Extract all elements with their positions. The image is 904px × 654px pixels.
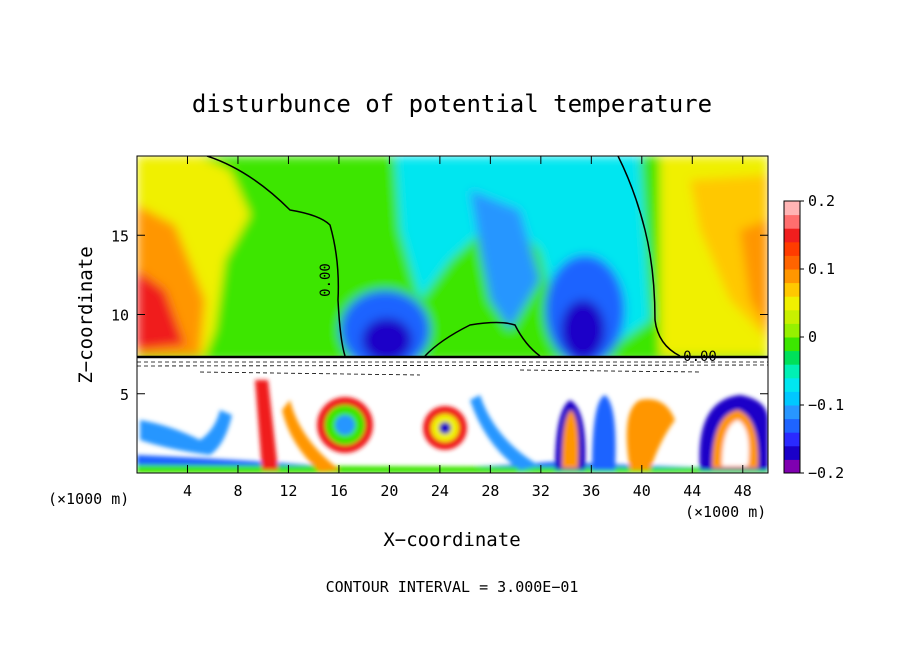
right-lobe-4-core <box>722 420 749 466</box>
colorbar-label: 0.2 <box>808 192 835 210</box>
colorbar-label: −0.2 <box>808 464 844 482</box>
y-tick-label: 5 <box>120 386 129 404</box>
colorbar-swatch <box>784 282 800 297</box>
right-lobe-2 <box>592 395 616 470</box>
colorbar-swatch <box>784 432 800 447</box>
colorbar-swatch <box>784 255 800 270</box>
colorbar-swatch <box>784 350 800 365</box>
right-lobe-3 <box>626 399 675 470</box>
y-axis: 5 10 15 <box>111 227 768 404</box>
streak-blue <box>470 395 540 470</box>
upper-field <box>137 156 768 370</box>
colorbar-swatch <box>784 459 800 474</box>
plot-area: 0.00 0.00 <box>137 156 768 473</box>
x-tick-label: 8 <box>233 482 242 500</box>
x-unit-left: (×1000 m) <box>48 490 129 508</box>
warm-anomaly-left-peak <box>137 270 185 350</box>
colorbar-swatch <box>784 309 800 324</box>
x-tick-label: 20 <box>380 482 398 500</box>
bottom-jet-core <box>137 465 768 473</box>
contour-label: 0.00 <box>683 349 717 365</box>
colorbar-swatch <box>784 296 800 311</box>
x-tick-label: 48 <box>734 482 752 500</box>
cold-dome-right-core <box>561 300 605 360</box>
right-lobe-1-in <box>562 410 579 468</box>
x-tick-label: 28 <box>481 482 499 500</box>
colorbar-swatch <box>784 391 800 406</box>
warm-region-right-peak <box>740 220 768 330</box>
x-tick-label: 44 <box>683 482 701 500</box>
x-tick-label: 24 <box>431 482 449 500</box>
zero-contour-center <box>424 321 541 357</box>
zero-contour-right <box>617 156 681 357</box>
contour-interval-footer: CONTOUR INTERVAL = 3.000E−01 <box>326 578 579 596</box>
x-axis: 4 8 12 16 20 24 28 32 36 40 44 48 <box>183 156 752 500</box>
x-tick-label: 16 <box>330 482 348 500</box>
y-axis-label: Z−coordinate <box>75 246 97 383</box>
colorbar-label: 0 <box>808 328 817 346</box>
colorbar-swatch <box>784 201 800 216</box>
colorbar-swatch <box>784 241 800 256</box>
contour-label: 0.00 <box>318 263 334 297</box>
colorbar: 0.2 0.1 0 −0.1 −0.2 <box>783 192 844 482</box>
y-tick-label: 15 <box>111 227 129 245</box>
x-axis-label: X−coordinate <box>383 529 520 551</box>
cold-dome-left-core <box>362 318 412 362</box>
colorbar-swatch <box>784 445 800 460</box>
colorbar-label: 0.1 <box>808 260 835 278</box>
vortex-left-core <box>335 415 355 435</box>
colorbar-swatch <box>784 269 800 284</box>
left-cold-streak <box>140 410 232 455</box>
x-unit-right: (×1000 m) <box>685 503 766 521</box>
interface-contours <box>137 361 768 376</box>
x-tick-label: 36 <box>582 482 600 500</box>
colorbar-swatch <box>784 418 800 433</box>
x-tick-label: 32 <box>532 482 550 500</box>
lower-field <box>137 358 768 473</box>
streak-red-1 <box>255 380 278 470</box>
warm-region-right-core <box>690 175 768 340</box>
y-tick-label: 10 <box>111 307 129 325</box>
zero-contour-left <box>206 156 346 357</box>
cold-plume-mid <box>470 190 540 330</box>
colorbar-swatch <box>784 364 800 379</box>
colorbar-swatch <box>784 405 800 420</box>
colorbar-label: −0.1 <box>808 396 844 414</box>
colorbar-swatch <box>784 214 800 229</box>
x-tick-label: 40 <box>633 482 651 500</box>
colorbar-swatch <box>784 323 800 338</box>
chart-title: disturbunce of potential temperature <box>192 90 712 118</box>
colorbar-swatch <box>784 228 800 243</box>
colorbar-swatch <box>784 377 800 392</box>
vortex-right-core <box>439 422 451 434</box>
colorbar-swatch <box>784 337 800 352</box>
x-tick-label: 4 <box>183 482 192 500</box>
streak-orange <box>282 400 340 472</box>
x-tick-label: 12 <box>279 482 297 500</box>
